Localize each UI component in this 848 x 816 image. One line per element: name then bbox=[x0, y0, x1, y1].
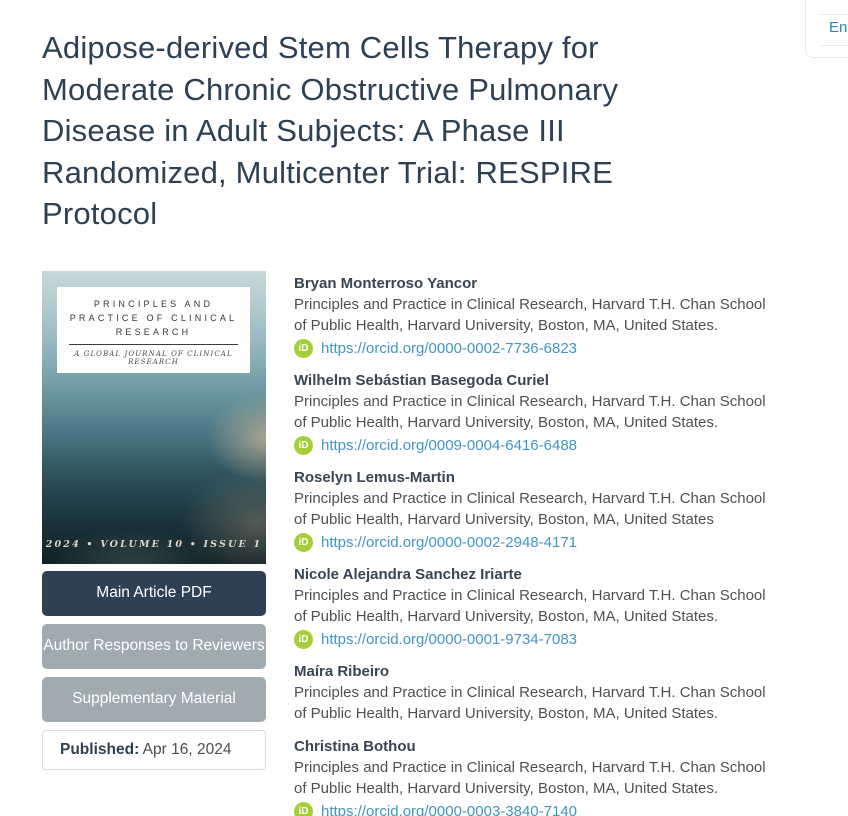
author-entry: Wilhelm Sebástian Basegoda Curiel Princip… bbox=[294, 370, 848, 456]
title-line: Protocol bbox=[42, 196, 158, 231]
author-name: Roselyn Lemus-Martin bbox=[294, 468, 455, 486]
journal-subtitle: A GLOBAL JOURNAL OF CLINICAL RESEARCH bbox=[74, 349, 233, 366]
orcid-link[interactable]: https://orcid.org/0009-0004-6416-6488 bbox=[321, 436, 578, 454]
cover-rule bbox=[69, 343, 238, 345]
supplementary-material-button[interactable]: Supplementary Material bbox=[42, 676, 266, 722]
orcid-icon: iD bbox=[294, 532, 313, 552]
author-entry: Christina Bothou Principles and Practice … bbox=[294, 736, 848, 816]
orcid-link[interactable]: https://orcid.org/0000-0001-9734-7083 bbox=[321, 630, 578, 648]
journal-issue-label: 2024 • VOLUME 10 • ISSUE 1 bbox=[45, 538, 263, 550]
title-line: Randomized, Multicenter Trial: RESPIRE bbox=[42, 154, 613, 190]
journal-cover-image: PRINCIPLES AND PRACTICE OF CLINICAL RESEAR… bbox=[42, 270, 266, 564]
author-name: Wilhelm Sebástian Basegoda Curiel bbox=[294, 371, 549, 389]
author-affiliation: of Public Health, Harvard University, Bo… bbox=[294, 317, 719, 334]
title-line: Moderate Chronic Obstructive Pulmonary bbox=[42, 71, 619, 107]
orcid-row: iD https://orcid.org/0000-0001-9734-7083 bbox=[294, 629, 848, 650]
author-affiliation: Principles and Practice in Clinical Rese… bbox=[294, 683, 766, 701]
language-panel: En bbox=[805, 0, 848, 58]
orcid-link[interactable]: https://orcid.org/0000-0002-2948-4171 bbox=[321, 533, 578, 551]
author-affiliation: of Public Health, Harvard University, Bo… bbox=[294, 705, 719, 722]
author-name: Bryan Monterroso Yancor bbox=[294, 274, 478, 292]
author-responses-button[interactable]: Author Responses to Reviewers bbox=[42, 623, 266, 669]
author-entry: Maíra Ribeiro Principles and Practice in … bbox=[294, 661, 848, 725]
author-name: Christina Bothou bbox=[294, 737, 416, 755]
language-option-english[interactable]: En bbox=[829, 19, 848, 36]
journal-title-line: RESEARCH bbox=[115, 326, 192, 337]
orcid-link[interactable]: https://orcid.org/0000-0003-3840-7140 bbox=[321, 802, 578, 816]
journal-cover-title-plate: PRINCIPLES AND PRACTICE OF CLINICAL RESEAR… bbox=[57, 286, 250, 373]
author-affiliation: of Public Health, Harvard University, Bo… bbox=[294, 511, 714, 528]
author-affiliation: Principles and Practice in Clinical Rese… bbox=[294, 758, 766, 776]
published-date: Apr 16, 2024 bbox=[139, 740, 232, 758]
orcid-row: iD https://orcid.org/0000-0002-2948-4171 bbox=[294, 532, 848, 553]
action-buttons: Main Article PDF Author Responses to Revi… bbox=[42, 570, 266, 722]
orcid-icon: iD bbox=[294, 435, 313, 455]
author-entry: Bryan Monterroso Yancor Principles and Pr… bbox=[294, 273, 848, 359]
author-affiliation: Principles and Practice in Clinical Rese… bbox=[294, 295, 766, 313]
title-line: Adipose-derived Stem Cells Therapy for bbox=[42, 30, 599, 65]
orcid-link[interactable]: https://orcid.org/0000-0002-7736-6823 bbox=[321, 339, 578, 357]
orcid-row: iD https://orcid.org/0009-0004-6416-6488 bbox=[294, 435, 848, 456]
author-entry: Nicole Alejandra Sanchez Iriarte Principl… bbox=[294, 564, 848, 650]
orcid-icon: iD bbox=[294, 629, 313, 649]
author-affiliation: Principles and Practice in Clinical Rese… bbox=[294, 489, 766, 507]
journal-title: PRINCIPLES AND PRACTICE OF CLINICAL RESEAR… bbox=[61, 297, 246, 339]
article-sidebar: PRINCIPLES AND PRACTICE OF CLINICAL RESEAR… bbox=[42, 270, 266, 816]
published-label: Published: bbox=[60, 740, 140, 758]
author-affiliation: of Public Health, Harvard University, Bo… bbox=[294, 780, 719, 797]
orcid-row: iD https://orcid.org/0000-0002-7736-6823 bbox=[294, 338, 848, 359]
author-affiliation: Principles and Practice in Clinical Rese… bbox=[294, 586, 766, 604]
journal-title-line: PRACTICE OF CLINICAL bbox=[69, 312, 238, 323]
authors-list: Bryan Monterroso Yancor Principles and Pr… bbox=[294, 271, 848, 816]
author-name: Maíra Ribeiro bbox=[294, 662, 390, 680]
author-entry: Roselyn Lemus-Martin Principles and Pract… bbox=[294, 467, 848, 553]
orcid-row: iD https://orcid.org/0000-0003-3840-7140 bbox=[294, 801, 848, 816]
page-title: Adipose-derived Stem Cells Therapy for Mo… bbox=[42, 27, 848, 235]
author-affiliation: of Public Health, Harvard University, Bo… bbox=[294, 414, 719, 431]
main-article-pdf-button[interactable]: Main Article PDF bbox=[42, 570, 266, 616]
author-affiliation: Principles and Practice in Clinical Rese… bbox=[294, 392, 766, 410]
divider bbox=[819, 14, 848, 15]
orcid-icon: iD bbox=[294, 801, 313, 816]
divider bbox=[819, 45, 848, 46]
title-line: Disease in Adult Subjects: A Phase III bbox=[42, 113, 565, 148]
published-box: Published: Apr 16, 2024 bbox=[42, 729, 266, 770]
author-affiliation: of Public Health, Harvard University, Bo… bbox=[294, 608, 719, 625]
orcid-icon: iD bbox=[294, 338, 313, 358]
journal-title-line: PRINCIPLES AND bbox=[93, 298, 214, 309]
author-name: Nicole Alejandra Sanchez Iriarte bbox=[294, 565, 522, 583]
